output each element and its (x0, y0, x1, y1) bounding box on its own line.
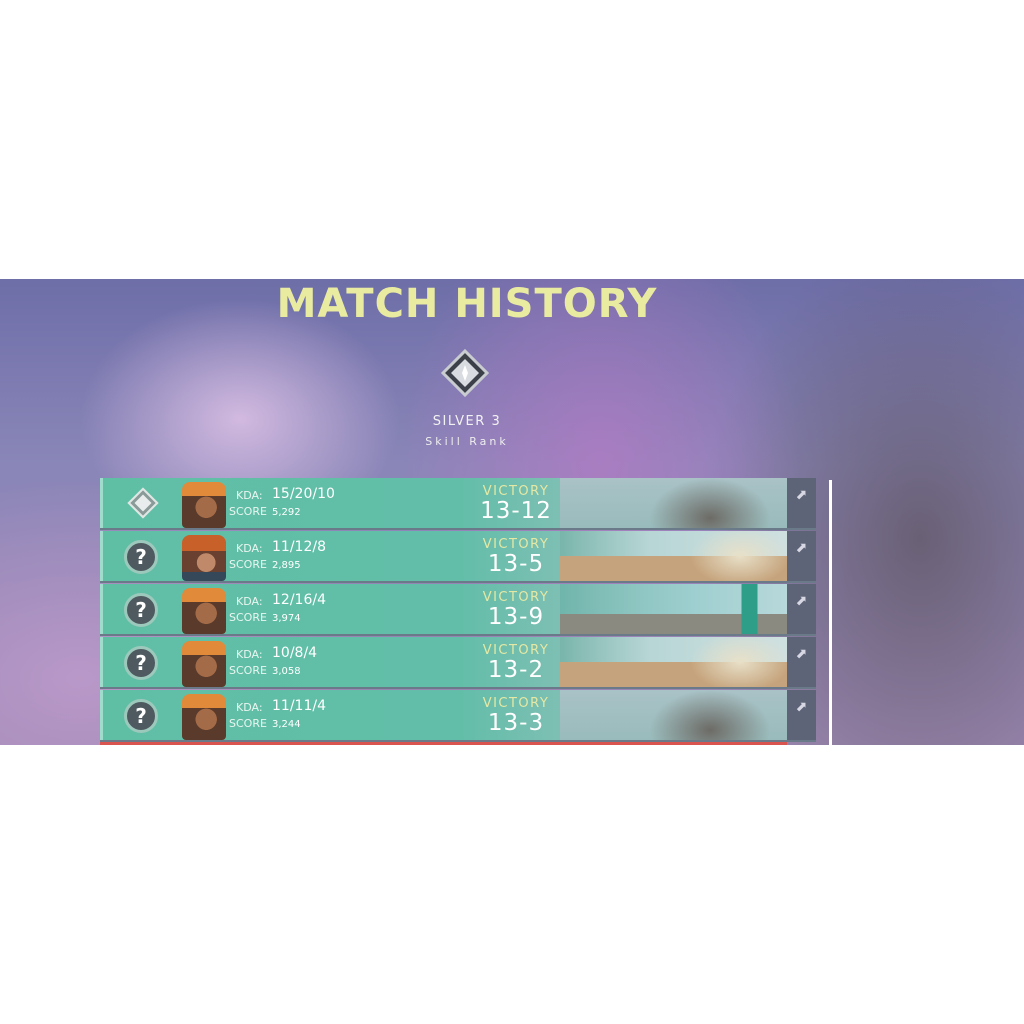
final-score: 13-2 (487, 657, 545, 683)
final-score: 13-3 (487, 710, 545, 736)
final-score: 13-12 (480, 498, 552, 524)
score-label: SCORE (229, 558, 267, 571)
final-score: 13-9 (487, 604, 545, 630)
scrollbar[interactable] (829, 480, 832, 745)
score-value: 3,058 (272, 666, 301, 677)
silver-rank-icon (441, 349, 489, 397)
row-accent (100, 531, 103, 581)
map-ascent-image (560, 584, 787, 634)
score-label: SCORE (229, 611, 267, 624)
kda-label: KDA: (236, 701, 263, 714)
unknown-rank-icon: ? (124, 593, 158, 627)
row-accent (100, 637, 103, 687)
rank-name: SILVER 3 (432, 414, 502, 429)
female-agent-portrait (182, 482, 226, 528)
score-label: SCORE (229, 664, 267, 677)
match-result: VICTORY (482, 537, 550, 552)
map-bind-image (560, 531, 787, 581)
map-haven-image (560, 478, 787, 528)
final-score: 13-5 (487, 551, 545, 577)
map-bind-image (560, 637, 787, 687)
expand-icon[interactable]: ⬈ (787, 690, 816, 740)
kda-label: KDA: (236, 542, 263, 555)
match-row[interactable]: ? KDA: 11/11/4 SCORE 3,244 VICTORY 13-3 … (100, 690, 816, 742)
kda-value: 11/11/4 (272, 698, 326, 714)
match-history-panel: MATCH HISTORY SILVER 3 Skill Rank KDA: 1… (0, 279, 1024, 745)
match-result: VICTORY (482, 590, 550, 605)
unknown-rank-icon: ? (124, 540, 158, 574)
female-agent-portrait (182, 694, 226, 740)
row-accent (100, 478, 103, 528)
page-title: MATCH HISTORY (276, 281, 658, 327)
match-row[interactable]: ? KDA: 10/8/4 SCORE 3,058 VICTORY 13-2 ⬈ (100, 637, 816, 689)
expand-icon[interactable]: ⬈ (787, 584, 816, 634)
score-value: 2,895 (272, 560, 301, 571)
row-accent (100, 690, 103, 740)
kda-value: 12/16/4 (272, 592, 326, 608)
score-value: 3,974 (272, 613, 301, 624)
score-label: SCORE (229, 505, 267, 518)
kda-label: KDA: (236, 648, 263, 661)
kda-value: 10/8/4 (272, 645, 318, 661)
rank-label: Skill Rank (425, 435, 509, 448)
row-accent (100, 584, 103, 634)
kda-label: KDA: (236, 489, 263, 502)
expand-icon[interactable]: ⬈ (787, 531, 816, 581)
kda-value: 15/20/10 (272, 486, 335, 502)
score-value: 3,244 (272, 719, 301, 730)
score-label: SCORE (229, 717, 267, 730)
map-haven-image (560, 690, 787, 740)
match-result: VICTORY (482, 696, 550, 711)
expand-icon[interactable]: ⬈ (787, 637, 816, 687)
match-row[interactable]: ? KDA: 11/12/8 SCORE 2,895 VICTORY 13-5 … (100, 531, 816, 583)
female-agent-portrait (182, 641, 226, 687)
silver-rank-icon (127, 487, 159, 519)
match-row[interactable]: ? KDA: 12/16/4 SCORE 3,974 VICTORY 13-9 … (100, 584, 816, 636)
kda-label: KDA: (236, 595, 263, 608)
match-row[interactable]: KDA: 15/20/10 SCORE 5,292 VICTORY 13-12 … (100, 478, 816, 530)
match-result: VICTORY (482, 484, 550, 499)
unknown-rank-icon: ? (124, 699, 158, 733)
expand-icon[interactable]: ⬈ (787, 478, 816, 528)
kda-value: 11/12/8 (272, 539, 326, 555)
unknown-rank-icon: ? (124, 646, 158, 680)
match-result: VICTORY (482, 643, 550, 658)
row-divider (100, 742, 787, 745)
score-value: 5,292 (272, 507, 301, 518)
female-agent-portrait (182, 588, 226, 634)
male-agent-portrait (182, 535, 226, 581)
